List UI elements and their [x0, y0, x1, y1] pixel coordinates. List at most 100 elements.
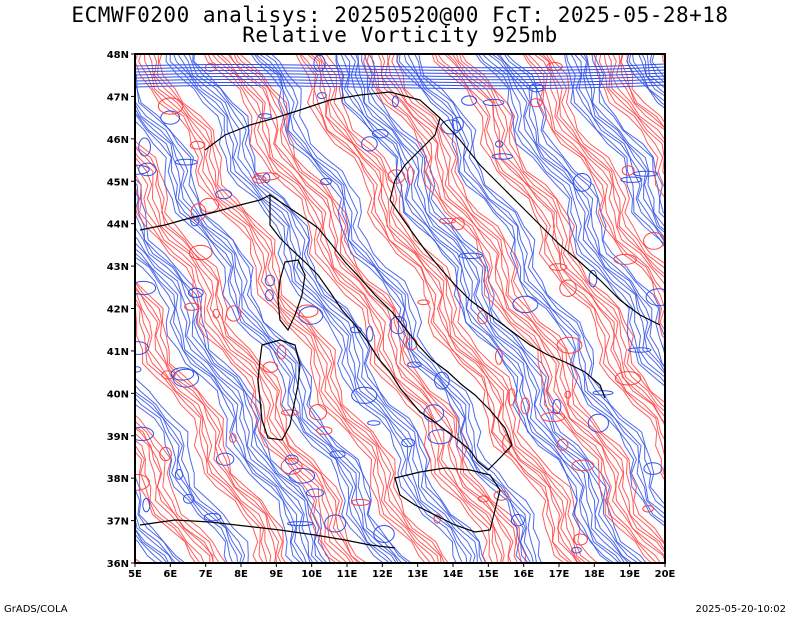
vorticity-field	[135, 34, 800, 583]
positive-contour-ring	[451, 217, 465, 231]
negative-contour-ring	[187, 287, 204, 298]
positive-contour	[135, 427, 214, 563]
negative-contour	[790, 34, 800, 583]
map-subtitle: Relative Vorticity 925mb	[242, 23, 558, 47]
positive-contour-ring	[564, 390, 572, 399]
positive-contour-ring	[161, 370, 176, 380]
positive-contour	[431, 54, 665, 482]
negative-contour	[270, 54, 543, 563]
negative-contour	[570, 54, 665, 242]
sardinia-coastline	[257, 339, 301, 441]
positive-contour	[325, 54, 599, 563]
negative-contour	[169, 54, 463, 563]
negative-contour	[498, 54, 665, 367]
negative-contour	[135, 384, 246, 563]
positive-contour	[219, 54, 505, 563]
positive-contour	[603, 54, 665, 178]
negative-contour	[565, 54, 665, 246]
lon-label: 19E	[619, 569, 640, 580]
negative-contour	[135, 66, 665, 72]
map-title: ECMWF0200 analisys: 20250520@00 FcT: 202…	[71, 3, 729, 27]
positive-contour-ring	[157, 97, 184, 115]
negative-contour-ring	[401, 438, 416, 448]
lon-label: 12E	[372, 569, 393, 580]
positive-contour	[738, 34, 800, 583]
negative-contour-ring	[407, 361, 422, 368]
negative-contour-ring	[571, 546, 582, 554]
positive-contour	[207, 54, 493, 563]
negative-contour-ring	[372, 129, 389, 139]
negative-contour	[135, 70, 413, 563]
negative-contour	[475, 54, 665, 387]
negative-contour-ring	[482, 98, 505, 107]
negative-contour	[135, 177, 332, 563]
corsica-coastline	[277, 259, 306, 332]
positive-contour	[387, 54, 665, 552]
negative-contour	[708, 34, 800, 583]
negative-contour	[135, 63, 665, 69]
negative-contour-ring	[627, 347, 652, 353]
negative-contour-ring	[592, 390, 614, 396]
negative-contour	[564, 54, 665, 249]
negative-contour-ring	[215, 452, 235, 466]
negative-contour-ring	[264, 274, 276, 287]
negative-contour	[349, 54, 626, 563]
positive-contour-ring	[316, 426, 333, 435]
positive-contour-ring	[253, 172, 280, 181]
positive-contour-ring	[559, 279, 577, 297]
positive-contour-ring	[199, 197, 220, 213]
negative-contour-ring	[367, 420, 381, 426]
lon-label: 13E	[407, 569, 428, 580]
negative-contour-ring	[366, 325, 374, 342]
positive-contour-ring	[556, 438, 569, 451]
positive-contour-ring	[184, 302, 200, 311]
lon-label: 14E	[443, 569, 464, 580]
positive-contour-ring	[226, 305, 242, 322]
negative-contour	[481, 54, 665, 379]
negative-contour	[264, 54, 537, 563]
lon-label: 10E	[301, 569, 322, 580]
positive-contour-ring	[262, 361, 279, 373]
negative-contour	[135, 377, 249, 563]
positive-contour	[666, 34, 800, 583]
negative-contour-ring	[351, 386, 378, 404]
positive-contour-ring	[252, 175, 267, 184]
positive-contour-ring	[350, 498, 371, 506]
positive-contour-ring	[281, 409, 299, 416]
positive-contour	[135, 292, 272, 563]
positive-contour	[446, 54, 665, 424]
footer-credit: GrADS/COLA	[4, 604, 68, 615]
negative-contour-ring	[172, 368, 200, 388]
positive-contour	[741, 34, 800, 583]
positive-contour-ring	[387, 169, 406, 184]
positive-contour-ring	[614, 371, 642, 386]
adriatic-coastline	[389, 199, 606, 399]
positive-contour-ring	[477, 495, 490, 503]
negative-contour	[477, 54, 665, 384]
positive-contour-ring	[571, 459, 595, 472]
negative-contour	[354, 54, 630, 563]
negative-contour	[701, 34, 800, 583]
positive-contour	[135, 140, 368, 563]
positive-contour-ring	[540, 412, 566, 422]
negative-contour	[490, 54, 665, 374]
negative-contour-ring	[135, 426, 154, 441]
negative-contour-ring	[458, 252, 483, 260]
negative-contour-ring	[552, 398, 562, 415]
negative-contour-ring	[451, 116, 464, 132]
negative-contour	[135, 182, 328, 563]
negative-contour	[135, 98, 403, 563]
negative-contour	[135, 78, 665, 84]
negative-contour-ring	[265, 289, 274, 302]
lat-label: 38N	[107, 474, 129, 485]
negative-contour-ring	[373, 525, 395, 543]
negative-contour	[486, 54, 665, 375]
negative-contour	[686, 34, 800, 583]
positive-contour-ring	[188, 244, 213, 261]
footer-timestamp: 2025-05-20-10:02	[695, 604, 786, 615]
negative-contour-ring	[320, 177, 332, 186]
positive-contour	[366, 54, 658, 563]
positive-contour	[744, 34, 800, 583]
negative-contour-ring	[512, 295, 539, 314]
positive-contour	[522, 54, 665, 340]
